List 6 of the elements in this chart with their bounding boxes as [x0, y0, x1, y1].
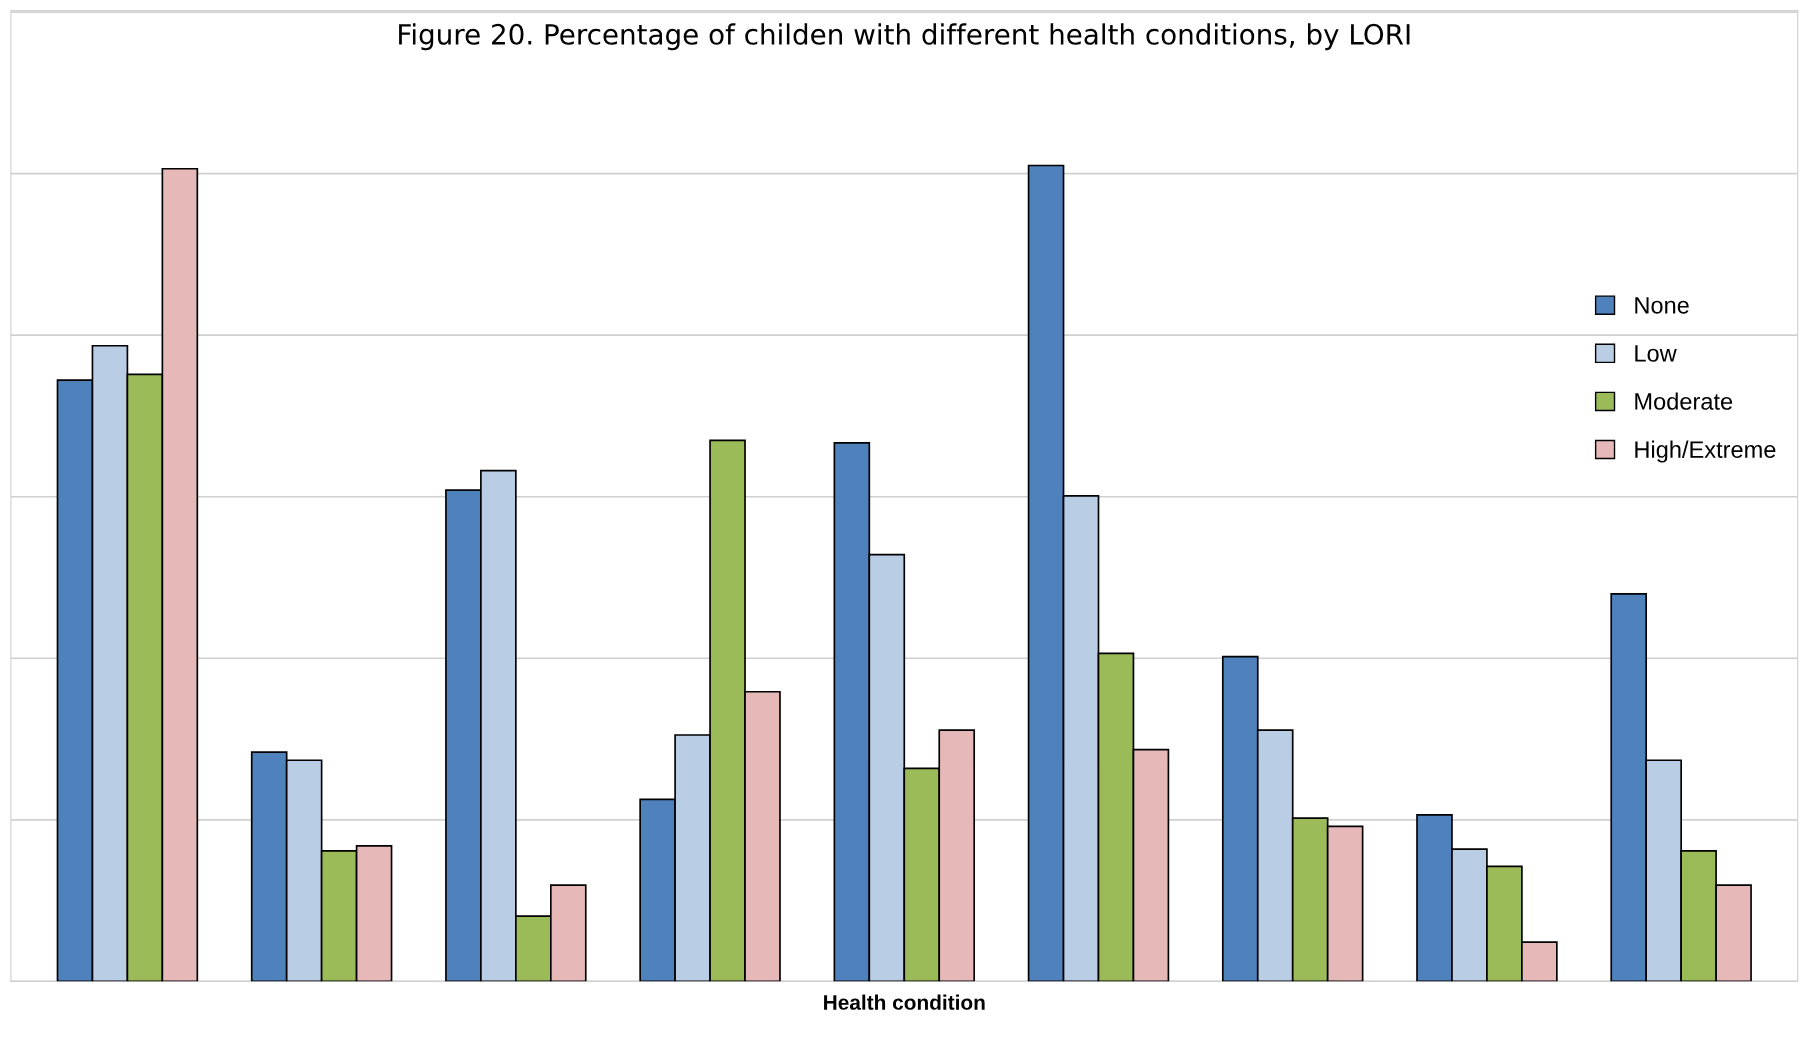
legend-label: Low — [1635, 345, 1677, 362]
x-axis-title: Health condition — [824, 994, 985, 1010]
legend-label: None — [1635, 297, 1689, 314]
chart-title: Figure 20. Percentage of childen with different health conditions, by LORI — [399, 23, 1410, 51]
legend-label: High/Extreme — [1635, 440, 1776, 463]
legend-label: Moderate — [1635, 392, 1733, 410]
